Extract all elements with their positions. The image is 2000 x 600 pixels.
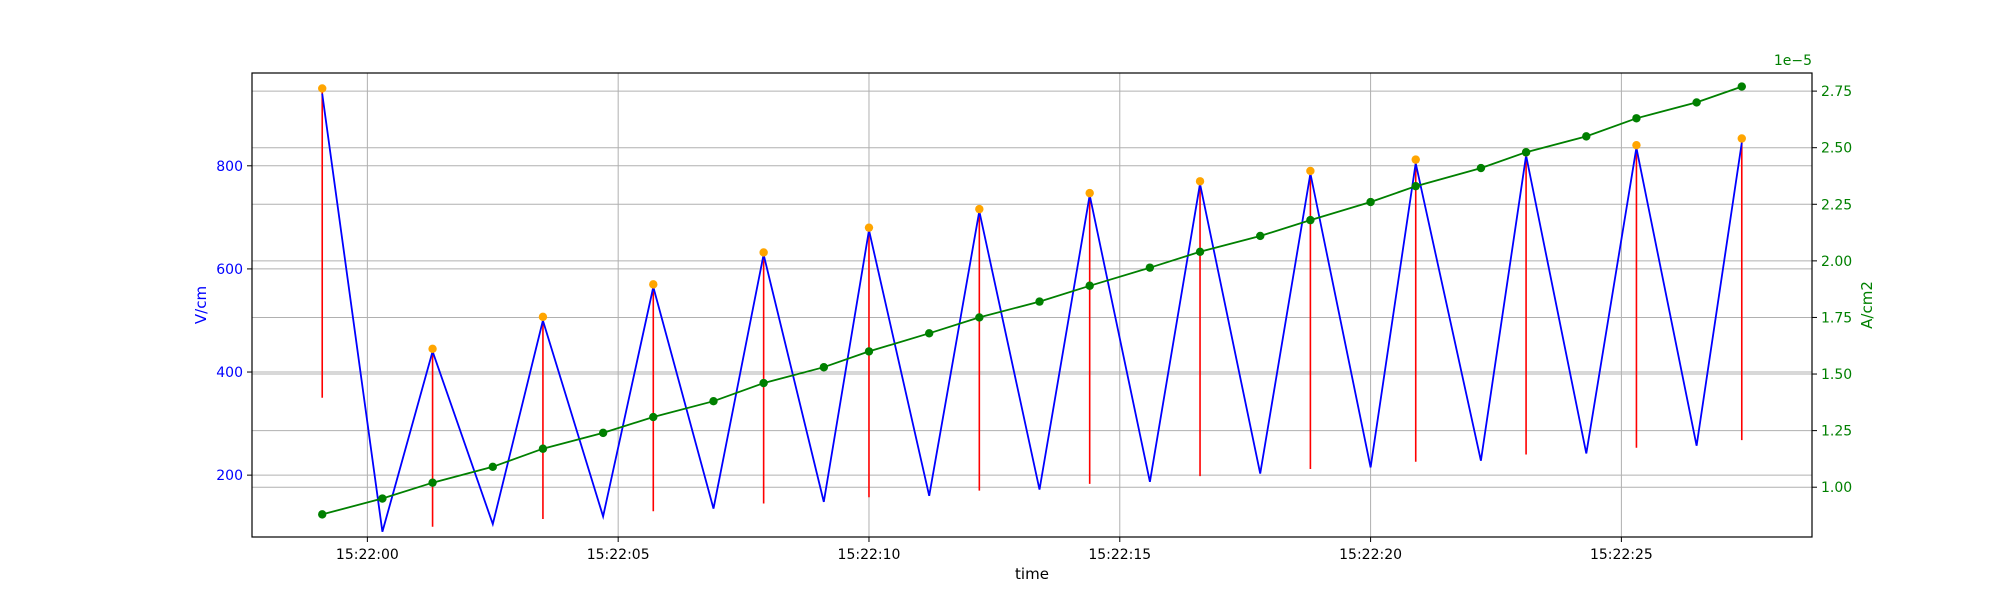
- y-axis-left-title: V/cm: [192, 286, 210, 324]
- x-tick-label: 15:22:00: [336, 547, 399, 563]
- x-tick-label: 15:22:20: [1339, 547, 1402, 563]
- current-point: [1085, 281, 1094, 290]
- x-tick-label: 15:22:25: [1590, 547, 1653, 563]
- peak-marker: [1632, 140, 1641, 150]
- current-point: [1476, 163, 1486, 173]
- peak-marker: [1306, 166, 1315, 176]
- current-point: [649, 412, 658, 422]
- peak-marker: [1195, 177, 1205, 186]
- axes: 15:22:00 15:22:05 15:22:10 15:22:15 15:22:20…: [216, 84, 1852, 563]
- current-point: [428, 478, 437, 487]
- current-point: [759, 378, 768, 388]
- x-tick-label: 15:22:15: [1088, 547, 1151, 563]
- current-point: [1366, 197, 1375, 207]
- y-right-tick-label: 1.25: [1821, 424, 1852, 440]
- series-layer: [318, 82, 1746, 533]
- current-point: [975, 313, 984, 322]
- peak-marker: [428, 344, 437, 354]
- current-point: [318, 510, 327, 519]
- current-point: [378, 494, 387, 503]
- x-tick-label: 15:22:05: [587, 547, 650, 563]
- voltage-series-line: [321, 93, 1743, 533]
- y-right-tick-label: 1.75: [1821, 310, 1852, 326]
- y-left-tick-label: 600: [216, 262, 243, 278]
- y-left-tick-label: 800: [216, 159, 243, 175]
- peak-marker: [1085, 188, 1094, 198]
- current-point: [1737, 82, 1746, 91]
- current-point: [1306, 215, 1315, 225]
- current-point: [864, 347, 874, 356]
- current-point: [1521, 148, 1531, 157]
- y-right-tick-label: 1.50: [1821, 367, 1852, 383]
- current-point: [1256, 231, 1265, 241]
- current-point: [1195, 247, 1205, 257]
- current-point: [538, 444, 548, 453]
- current-point: [1582, 132, 1591, 141]
- current-point: [1411, 181, 1420, 191]
- y-right-tick-label: 2.00: [1821, 254, 1852, 270]
- x-tick-label: 15:22:10: [838, 547, 901, 563]
- grid: [252, 73, 1812, 537]
- peak-marker: [759, 248, 768, 257]
- peak-marker: [649, 280, 658, 289]
- peak-marker: [1737, 134, 1746, 143]
- peak-marker: [864, 223, 874, 232]
- y-axis-right-multiplier: 1e−5: [1774, 53, 1812, 69]
- y-right-tick-label: 2.25: [1821, 197, 1852, 213]
- y-left-tick-label: 400: [216, 365, 243, 381]
- peak-marker: [318, 84, 327, 93]
- current-point: [709, 396, 718, 406]
- current-point: [819, 363, 829, 372]
- y-right-tick-label: 1.00: [1821, 480, 1852, 496]
- peak-marker: [975, 204, 984, 214]
- current-point: [488, 462, 497, 472]
- current-point: [924, 329, 934, 338]
- y-right-tick-label: 2.75: [1821, 84, 1852, 100]
- plot-area-frame: [251, 72, 1813, 538]
- y-left-tick-label: 200: [216, 468, 243, 484]
- y-right-tick-label: 2.50: [1821, 141, 1852, 157]
- peak-marker: [538, 312, 548, 322]
- y-axis-right-title: A/cm2: [1858, 281, 1876, 329]
- current-point: [1145, 263, 1155, 272]
- current-point: [1692, 98, 1701, 107]
- x-axis-title: time: [1015, 565, 1049, 583]
- current-point: [598, 428, 608, 438]
- current-point: [1035, 297, 1044, 306]
- peak-marker: [1411, 155, 1420, 164]
- current-point: [1632, 114, 1641, 123]
